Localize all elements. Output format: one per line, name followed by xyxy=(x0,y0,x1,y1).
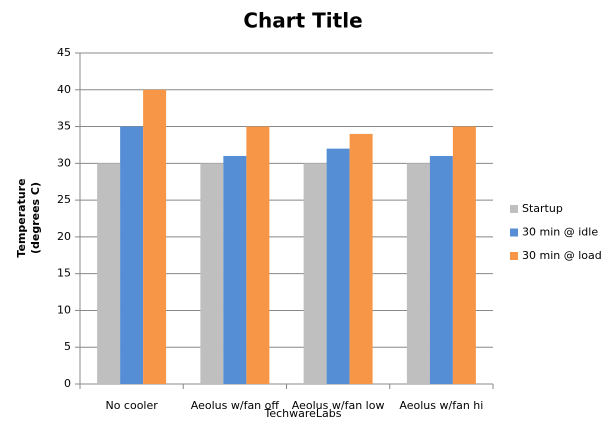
x-axis-label: TechwareLabs xyxy=(263,407,341,420)
bar xyxy=(200,163,224,384)
chart-title: Chart Title xyxy=(243,9,362,33)
bar xyxy=(223,155,247,384)
legend-label: Startup xyxy=(522,202,563,215)
y-axis-label: (degrees C) xyxy=(29,182,42,254)
bar xyxy=(349,133,373,384)
x-tick-label: Aeolus w/fan off xyxy=(191,399,280,412)
y-tick-label: 15 xyxy=(57,267,71,280)
legend-swatch xyxy=(510,228,518,237)
bar xyxy=(429,155,453,384)
y-tick-label: 0 xyxy=(64,377,71,390)
bar xyxy=(303,163,327,384)
x-tick-label: No cooler xyxy=(105,399,158,412)
bar xyxy=(452,126,476,385)
y-tick-label: 35 xyxy=(57,120,71,133)
y-tick-label: 5 xyxy=(64,340,71,353)
y-tick-label: 40 xyxy=(57,83,71,96)
legend-label: 30 min @ idle xyxy=(522,226,598,239)
x-tick-label: Aeolus w/fan hi xyxy=(399,399,483,412)
bar xyxy=(143,89,167,385)
bar xyxy=(326,148,350,384)
bar xyxy=(120,126,144,385)
y-tick-label: 10 xyxy=(57,303,71,316)
y-axis-label: Temperature xyxy=(15,178,28,257)
y-tick-label: 45 xyxy=(57,46,71,59)
bar xyxy=(97,163,121,384)
y-tick-label: 20 xyxy=(57,230,71,243)
bar xyxy=(246,126,270,385)
legend-label: 30 min @ load xyxy=(522,249,602,262)
bar xyxy=(406,163,430,384)
legend-swatch xyxy=(510,252,518,260)
x-tick-label: Aeolus w/fan low xyxy=(292,399,385,412)
legend-swatch xyxy=(510,205,518,213)
y-tick-label: 25 xyxy=(57,193,71,206)
y-tick-label: 30 xyxy=(57,156,71,169)
